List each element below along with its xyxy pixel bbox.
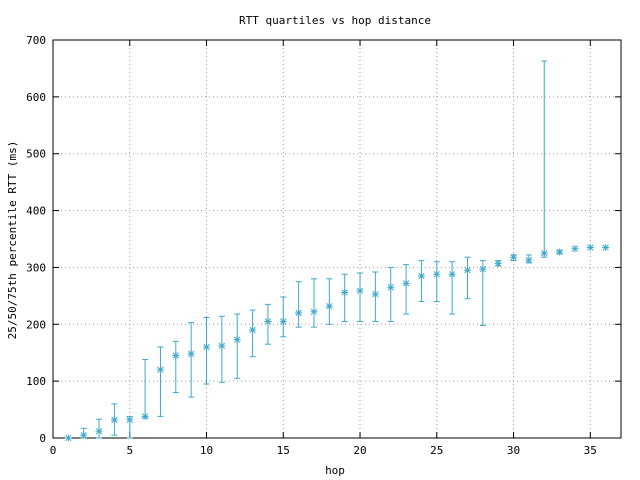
data-point-group [264,303,272,345]
y-tick-label: 400 [26,205,46,218]
median-marker [586,244,594,252]
plot-frame [52,39,622,439]
data-point-group [141,359,149,420]
median-marker [341,288,349,296]
data-point-group [156,346,164,417]
median-marker [233,336,241,344]
data-point-group [110,403,118,436]
median-marker [172,352,180,360]
data-point-group [433,261,441,303]
data-point-group [172,340,180,394]
data-point-group [463,256,471,300]
median-marker [80,431,88,439]
axis-ticks: 0 5 10 15 20 25 30 35 0 100 200 300 400 500 600 700 [26,34,621,457]
data-point-group [95,418,103,439]
chart-title: RTT quartiles vs hop distance [239,14,431,27]
median-marker [479,265,487,273]
median-marker [295,309,303,317]
data-point-group [310,278,318,328]
median-marker [279,317,287,325]
data-point-group [510,253,518,262]
data-point-group [203,316,211,385]
x-tick-label: 30 [507,444,520,457]
x-tick-label: 35 [584,444,597,457]
median-marker [325,302,333,310]
median-marker [525,256,533,264]
median-marker [417,272,425,280]
x-tick-label: 10 [200,444,213,457]
data-point-group [295,281,303,328]
data-point-group [479,260,487,326]
x-tick-label: 15 [277,444,290,457]
data-point-group [233,313,241,379]
median-marker [218,342,226,350]
data-point-group [325,278,333,325]
data-point-group [187,322,195,398]
data-point-group [356,272,364,322]
y-tick-label: 500 [26,148,46,161]
data-point-group [371,271,379,322]
data-point-group [571,245,579,253]
median-marker [141,412,149,420]
median-marker [371,290,379,298]
median-marker [126,416,134,424]
x-tick-label: 25 [430,444,443,457]
x-tick-label: 20 [353,444,366,457]
median-marker [402,279,410,287]
data-point-group [525,254,533,264]
median-marker [540,249,548,257]
median-marker [571,245,579,253]
median-marker [64,434,72,442]
data-point-group [448,261,456,315]
data-point-group [80,427,88,439]
data-point-group [540,60,548,258]
median-marker [310,308,318,316]
data-point-group [556,248,564,256]
y-tick-label: 0 [39,432,46,445]
data-point-group [494,259,502,267]
y-tick-label: 700 [26,34,46,47]
median-marker [95,427,103,435]
median-marker [387,283,395,291]
y-axis-label: 25/50/75th percentile RTT (ms) [6,141,19,340]
x-tick-label: 0 [50,444,57,457]
x-tick-label: 5 [126,444,133,457]
y-tick-label: 200 [26,318,46,331]
median-marker [249,326,257,334]
median-marker [494,259,502,267]
median-marker [264,317,272,325]
data-point-group [64,434,72,442]
median-marker [510,253,518,261]
y-tick-label: 600 [26,91,46,104]
median-marker [602,244,610,252]
data-point-group [279,296,287,338]
median-marker [356,287,364,295]
median-marker [556,248,564,256]
data-point-group [402,264,410,315]
data-point-group [126,415,134,439]
data-point-group [387,266,395,322]
data-series [64,60,610,442]
data-point-group [586,244,594,252]
median-marker [433,270,441,278]
y-tick-label: 100 [26,375,46,388]
data-point-group [602,244,610,252]
median-marker [448,270,456,278]
y-tick-label: 300 [26,261,46,274]
grid [53,40,621,438]
median-marker [187,350,195,358]
median-marker [463,266,471,274]
median-marker [203,343,211,351]
x-axis-label: hop [325,464,345,477]
data-point-group [249,309,257,358]
median-marker [110,416,118,424]
median-marker [156,366,164,374]
data-point-group [218,315,226,383]
data-point-group [341,273,349,322]
data-point-group [417,260,425,303]
